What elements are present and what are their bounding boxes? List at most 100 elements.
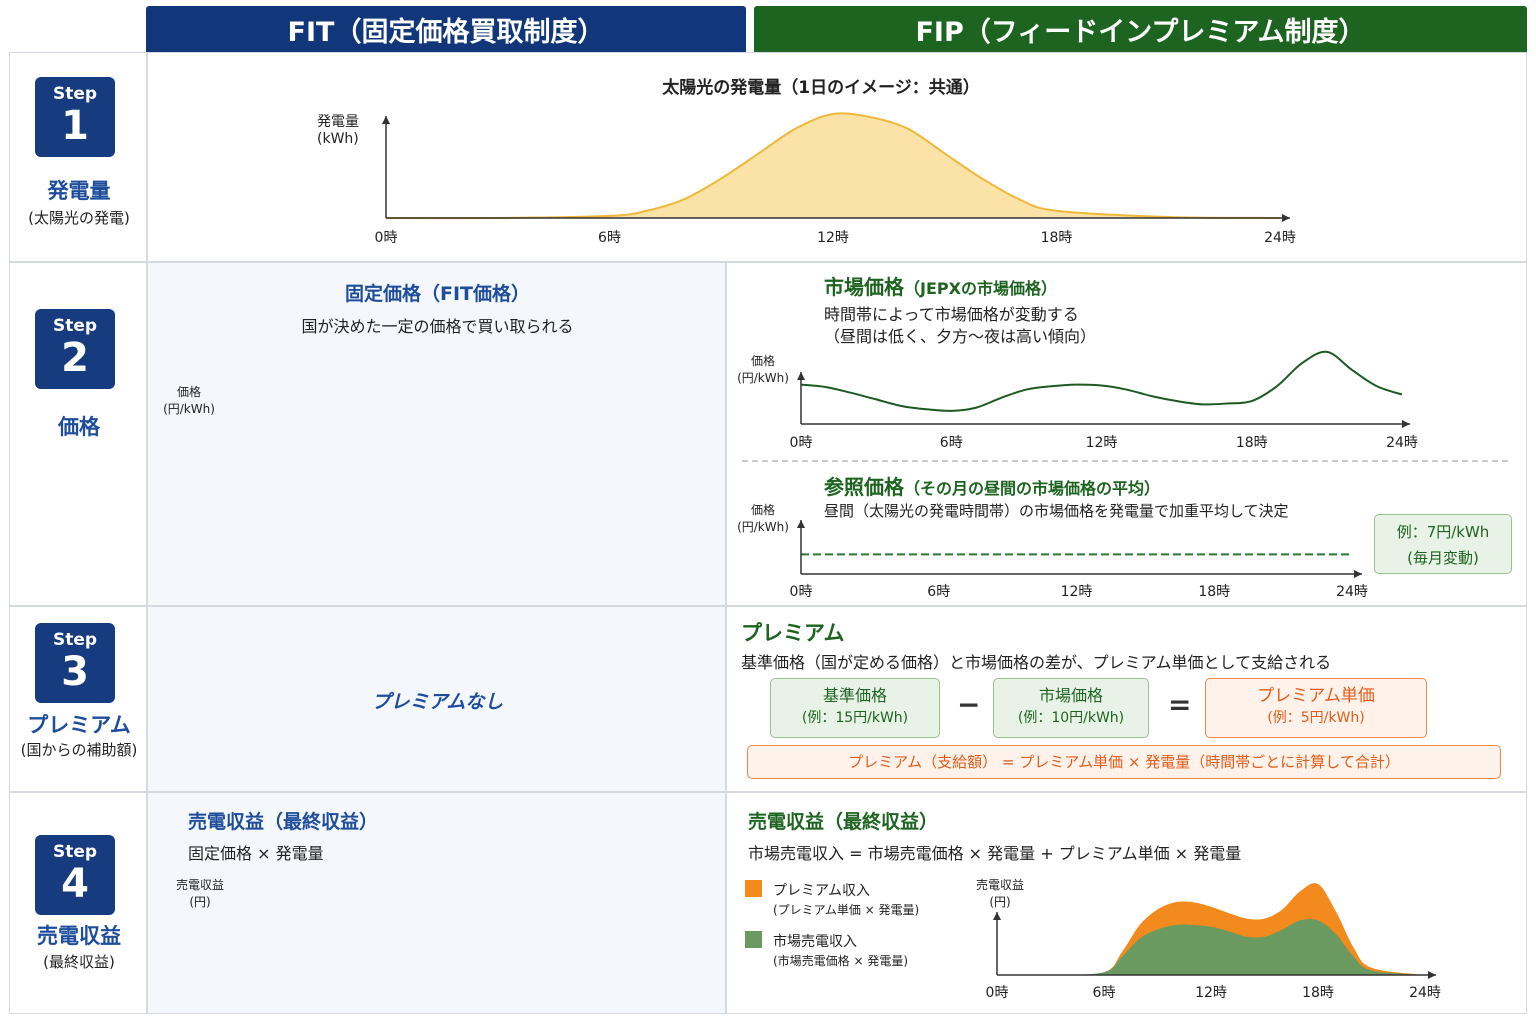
fip-premium-panel: プレミアム 基準価格（国が定める価格）と市場価格の差が、プレミアム単価として支給… [726,606,1527,792]
fit-revenue-formula: 固定価格 × 発電量 [188,844,324,863]
equals-operator: = [1168,688,1192,721]
fit-header: FIT（固定価格買取制度） [146,6,746,52]
fip-market-revenue-area [997,918,1425,976]
fip-premium-desc: 基準価格（国が定める価格）と市場価格の差が、プレミアム単価として支給される [741,653,1332,672]
fip-header: FIP（フィードインプレミアム制度） [754,6,1527,52]
step-2-word: Step [52,316,98,336]
panel-divider [742,460,1508,462]
fip-price-panel [726,262,1527,606]
fip-revenue-tick-3: 18時 [1302,985,1334,1001]
fip-revenue-tick-1: 6時 [1093,985,1116,1001]
reference-example-1: 例：7円/kWh [1396,523,1490,541]
market-price-box-label: 市場価格 [1038,686,1103,705]
reference-price-heading: 参照価格（その月の昼間の市場価格の平均） [824,471,1160,500]
market-price-x-arrow [1402,420,1410,428]
market-price-ylabel: 価格 (円/kWh) [736,352,790,386]
fip-revenue-tick-4: 24時 [1409,985,1441,1001]
generation-tick-3: 18時 [1041,230,1073,246]
generation-title: 太陽光の発電量（1日のイメージ：共通） [662,78,980,98]
premium-formula-box: プレミアム（支給額） = プレミアム単価 × 発電量（時間帯ごとに計算して合計） [747,745,1501,779]
fip-revenue-ylabel: 売電収益 (円) [970,876,1030,910]
step-4-word: Step [52,842,98,862]
step-3-label: プレミアム [27,713,131,737]
market-price-title-sub: （JEPXの市場価格） [904,279,1057,298]
step-2-label: 価格 [58,415,100,439]
fit-revenue-ylabel: 売電収益 (円) [170,876,230,910]
market-price-desc: 時間帯によって市場価格が変動する （昼間は低く、夕方〜夜は高い傾向） [824,304,1096,348]
market-price-desc-2: （昼間は低く、夕方〜夜は高い傾向） [824,327,1097,346]
legend-market-note: (市場売電価格 × 発電量) [773,954,909,968]
market-price-tick-4: 24時 [1386,435,1418,451]
fip-premium-title: プレミアム [741,621,845,645]
generation-tick-4: 24時 [1264,230,1296,246]
base-price-example: (例：15円/kWh) [801,710,909,726]
reference-price-title: 参照価格 [824,475,904,499]
step-1-label: 発電量 [47,179,111,203]
base-price-label: 基準価格 [822,686,887,705]
fit-no-premium: プレミアムなし [371,691,504,713]
reference-price-y-arrow [797,520,805,528]
legend-market-swatch [745,931,762,948]
market-price-tick-2: 12時 [1086,435,1118,451]
legend-market-label: 市場売電収入 [773,934,857,950]
reference-price-tick-2: 12時 [1061,584,1093,600]
step-4-sub: (最終収益) [43,953,115,971]
step-1-badge: Step 1 [35,77,115,157]
legend-premium-label: プレミアム収入 [773,883,871,899]
generation-panel: 太陽光の発電量（1日のイメージ：共通） [147,52,1527,262]
generation-ylabel: 発電量 (kWh) [317,111,359,147]
fip-revenue-title: 売電収益（最終収益） [748,811,939,833]
market-price-box: 市場価格 (例：10円/kWh) [993,678,1149,738]
base-price-box: 基準価格 (例：15円/kWh) [770,678,940,738]
generation-ylabel-1: 発電量 [317,114,359,130]
legend-premium-note: (プレミアム単価 × 発電量) [773,903,920,917]
reference-price-tick-0: 0時 [790,584,813,600]
fip-revenue-tick-2: 12時 [1195,985,1227,1001]
generation-tick-1: 6時 [598,230,621,246]
reference-price-ylabel-1: 価格 [750,503,775,517]
fip-revenue-y-arrow [993,912,1001,920]
fit-price-ylabel-1: 価格 [176,385,201,399]
reference-price-tick-4: 24時 [1336,584,1368,600]
step-4-number: 4 [61,861,89,907]
step-2-number: 2 [61,335,89,381]
fit-price-title: 固定価格（FIT価格） [344,283,530,305]
fip-revenue-x-arrow [1428,971,1436,979]
generation-tick-2: 12時 [817,230,849,246]
market-price-ylabel-2: (円/kWh) [737,371,789,385]
reference-price-desc: 昼間（太陽光の発電時間帯）の市場価格を発電量で加重平均して決定 [824,502,1289,520]
fit-revenue-panel: 売電収益（最終収益） 固定価格 × 発電量 [147,792,726,1014]
market-price-y-arrow [797,372,805,380]
market-price-line [800,350,1403,412]
generation-x-arrow [1282,214,1290,222]
generation-area [386,113,1280,219]
reference-price-tick-1: 6時 [927,584,950,600]
market-price-desc-1: 時間帯によって市場価格が変動する [824,305,1079,324]
generation-ylabel-2: (kWh) [317,131,359,147]
step-3-sub: (国からの補助額) [20,741,138,759]
step-1-sub: (太陽光の発電) [28,209,130,227]
fit-price-panel: 固定価格（FIT価格） 国が決めた一定の価格で買い取られる [147,262,726,606]
fit-revenue-ylabel-2: (円) [189,895,211,909]
fit-premium-panel: プレミアムなし [147,606,726,792]
fit-price-desc: 国が決めた一定の価格で買い取られる [301,317,574,336]
market-price-title: 市場価格 [824,275,904,299]
step-1-word: Step [52,84,98,104]
step-3-cell: Step 3 プレミアム (国からの補助額) [9,606,147,792]
premium-unit-example: (例：5円/kWh) [1267,710,1365,726]
step-2-badge: Step 2 [35,309,115,389]
fit-price-ylabel: 価格 (円/kWh) [162,383,216,417]
reference-price-title-sub: （その月の昼間の市場価格の平均） [904,479,1161,498]
market-price-tick-3: 18時 [1236,435,1268,451]
premium-unit-label: プレミアム単価 [1257,686,1375,706]
fip-revenue-formula: 市場売電収入 = 市場売電価格 × 発電量 + プレミアム単価 × 発電量 [748,844,1242,863]
reference-price-x-arrow [1354,570,1362,578]
reference-example-2: (毎月変動) [1407,549,1479,567]
market-price-box-example: (例：10円/kWh) [1017,710,1125,726]
fip-revenue-panel: 売電収益（最終収益） 市場売電収入 = 市場売電価格 × 発電量 + プレミアム… [726,792,1527,1014]
premium-unit-box: プレミアム単価 (例：5円/kWh) [1205,678,1427,738]
reference-price-ylabel-2: (円/kWh) [737,520,789,534]
fit-revenue-title: 売電収益（最終収益） [188,811,379,833]
reference-price-example: 例：7円/kWh (毎月変動) [1374,514,1512,574]
fit-revenue-ylabel-1: 売電収益 [175,878,224,892]
